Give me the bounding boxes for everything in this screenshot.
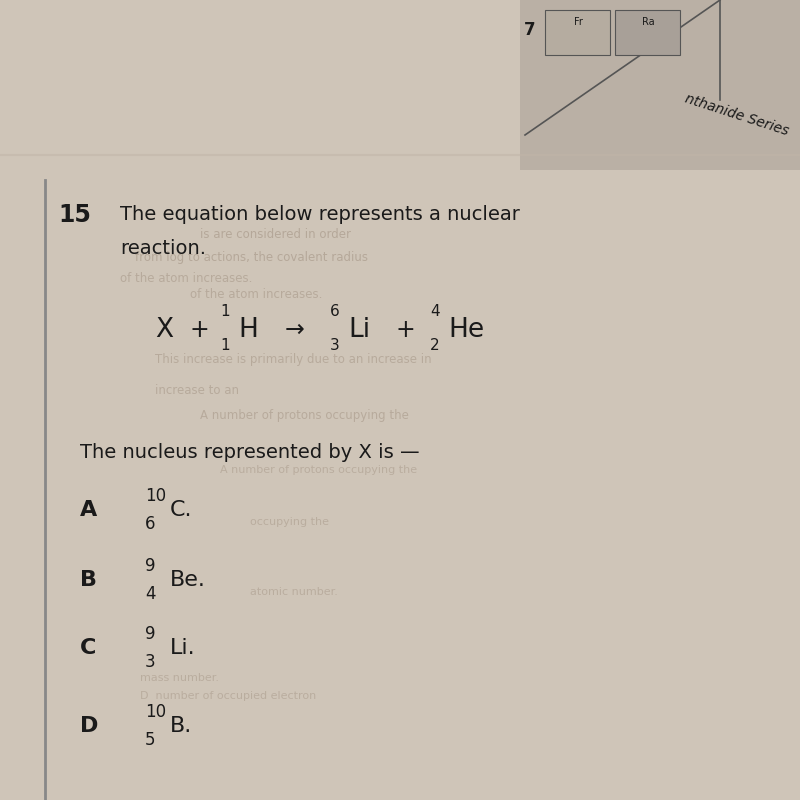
Text: Li: Li xyxy=(348,317,370,343)
Text: 9: 9 xyxy=(145,625,155,643)
Text: 9: 9 xyxy=(145,557,155,575)
Text: A number of protons occupying the: A number of protons occupying the xyxy=(200,409,409,422)
Text: The nucleus represented by X is —: The nucleus represented by X is — xyxy=(80,442,420,462)
Text: occupying the: occupying the xyxy=(250,517,329,527)
Text: A: A xyxy=(80,500,98,520)
Text: →: → xyxy=(285,318,305,342)
Text: D  number of occupied electron: D number of occupied electron xyxy=(140,691,316,701)
Text: 1: 1 xyxy=(220,305,230,319)
Text: 10: 10 xyxy=(145,487,166,505)
Text: Ra: Ra xyxy=(642,17,654,27)
Text: 3: 3 xyxy=(330,338,340,354)
Text: The equation below represents a nuclear: The equation below represents a nuclear xyxy=(120,206,520,225)
Text: 5: 5 xyxy=(145,731,155,749)
Text: 15: 15 xyxy=(58,203,91,227)
Text: of the atom increases.: of the atom increases. xyxy=(120,271,252,285)
Polygon shape xyxy=(520,0,800,170)
Text: mass number.: mass number. xyxy=(140,673,219,683)
Text: nthanide Series: nthanide Series xyxy=(682,91,790,138)
Text: is are considered in order: is are considered in order xyxy=(200,229,351,242)
Text: from log to actions, the covalent radius: from log to actions, the covalent radius xyxy=(135,251,368,265)
Text: A number of protons occupying the: A number of protons occupying the xyxy=(220,465,417,475)
Text: +: + xyxy=(190,318,210,342)
Text: Be.: Be. xyxy=(170,570,206,590)
Text: B: B xyxy=(80,570,97,590)
Text: atomic number.: atomic number. xyxy=(250,587,338,597)
Text: 3: 3 xyxy=(145,653,156,671)
FancyBboxPatch shape xyxy=(615,10,680,55)
Text: This increase is primarily due to an increase in: This increase is primarily due to an inc… xyxy=(155,354,432,366)
Text: reaction.: reaction. xyxy=(120,238,206,258)
Text: 1: 1 xyxy=(220,338,230,354)
Text: of the atom increases.: of the atom increases. xyxy=(190,289,322,302)
Text: 10: 10 xyxy=(145,703,166,721)
Text: 7: 7 xyxy=(524,21,536,39)
Text: increase to an: increase to an xyxy=(155,383,239,397)
Text: 4: 4 xyxy=(145,585,155,603)
Text: 4: 4 xyxy=(430,305,440,319)
Text: He: He xyxy=(448,317,484,343)
Text: 6: 6 xyxy=(330,305,340,319)
Text: C: C xyxy=(80,638,96,658)
Text: D: D xyxy=(80,716,98,736)
Text: Li.: Li. xyxy=(170,638,196,658)
Text: 6: 6 xyxy=(145,515,155,533)
Text: C.: C. xyxy=(170,500,193,520)
FancyBboxPatch shape xyxy=(545,10,610,55)
Text: X: X xyxy=(155,317,173,343)
Text: H: H xyxy=(238,317,258,343)
Text: B.: B. xyxy=(170,716,192,736)
Text: 2: 2 xyxy=(430,338,440,354)
Text: Fr: Fr xyxy=(574,17,582,27)
Text: +: + xyxy=(395,318,414,342)
